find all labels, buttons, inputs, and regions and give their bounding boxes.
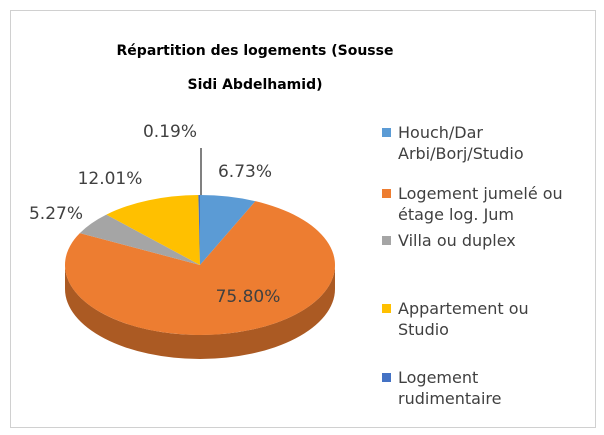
legend-swatch — [382, 373, 391, 382]
slice — [79, 214, 200, 265]
data-label: 12.01% — [78, 169, 143, 189]
slice — [106, 195, 200, 265]
legend-swatch — [382, 236, 391, 245]
legend-item: Villa ou duplex — [382, 230, 582, 251]
legend-label: Logement rudimentaire — [398, 368, 502, 408]
slice-side — [65, 265, 335, 359]
legend-item: Logement jumelé ou étage log. Jum — [382, 183, 582, 225]
legend-item: Logement rudimentaire — [382, 367, 582, 409]
legend-label: Villa ou duplex — [398, 231, 516, 250]
legend-swatch — [382, 304, 391, 313]
data-label: 75.80% — [216, 287, 281, 307]
legend-label: Appartement ou Studio — [398, 299, 529, 339]
data-label: 0.19% — [143, 122, 197, 142]
legend-label: Logement jumelé ou étage log. Jum — [398, 184, 563, 224]
legend-label: Houch/Dar Arbi/Borj/Studio — [398, 123, 524, 163]
slice — [200, 195, 256, 265]
data-label: 5.27% — [29, 204, 83, 224]
legend-item: Houch/Dar Arbi/Borj/Studio — [382, 122, 582, 164]
legend-swatch — [382, 189, 391, 198]
legend-swatch — [382, 128, 391, 137]
slice — [198, 195, 200, 265]
chart-border — [10, 10, 596, 428]
data-label: 6.73% — [218, 162, 272, 182]
legend-item: Appartement ou Studio — [382, 298, 582, 340]
chart-title: Répartition des logements (Sousse Sidi A… — [116, 43, 394, 93]
slice — [64, 201, 335, 335]
